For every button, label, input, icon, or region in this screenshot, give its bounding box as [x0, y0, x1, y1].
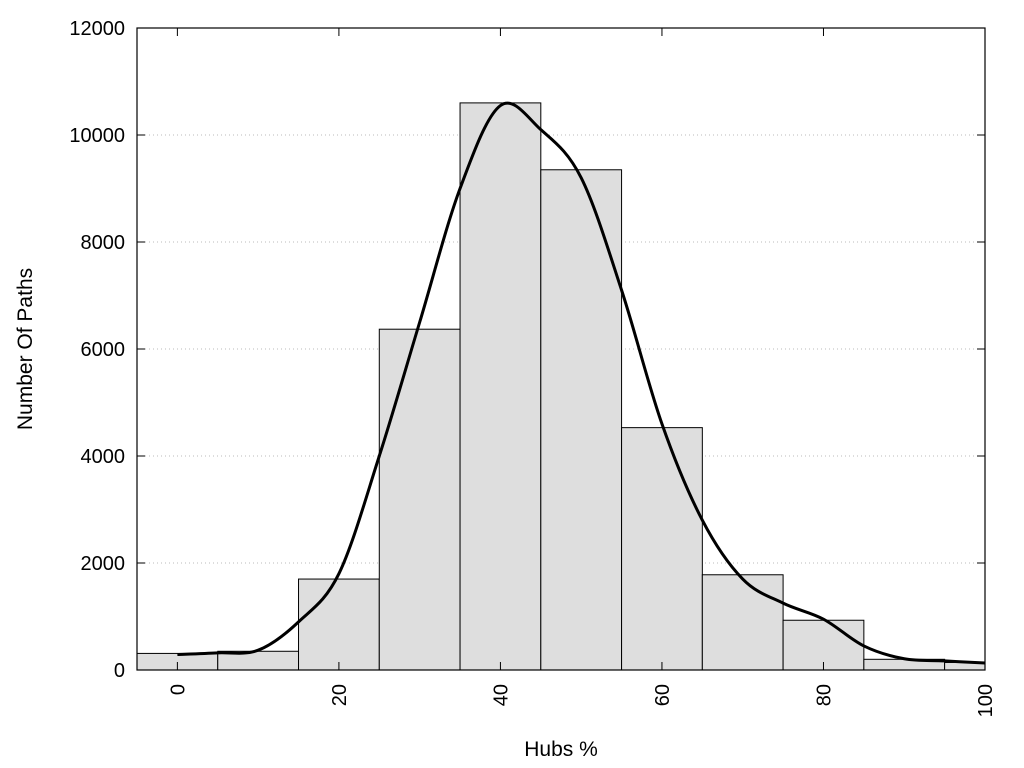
bar	[621, 427, 703, 671]
x-axis-label: Hubs %	[524, 738, 598, 761]
bar	[298, 578, 380, 671]
y-axis-ticks: 0 2000 4000 6000 8000 10000 12000	[69, 18, 985, 682]
bar	[459, 102, 542, 671]
x-tick-label: 100	[975, 684, 997, 717]
y-tick-label: 12000	[69, 18, 125, 40]
bar	[378, 328, 461, 671]
x-axis-ticks: 0 20 40 60 80 100	[167, 28, 997, 717]
y-tick-label: 10000	[69, 125, 125, 147]
y-tick-label: 0	[114, 660, 125, 682]
x-tick-label: 40	[490, 684, 512, 706]
y-axis-label: Number Of Paths	[14, 268, 37, 430]
bars	[136, 102, 986, 671]
x-tick-label: 80	[813, 684, 835, 706]
y-tick-label: 4000	[81, 446, 126, 468]
density-curve-layer	[177, 101, 986, 665]
y-tick-label: 6000	[81, 339, 126, 361]
x-tick-label: 60	[652, 684, 674, 706]
x-tick-label: 20	[329, 684, 351, 706]
bar	[540, 169, 623, 671]
y-tick-label: 2000	[81, 553, 126, 575]
x-tick-label: 0	[167, 684, 189, 695]
bar	[701, 574, 784, 671]
y-tick-label: 8000	[81, 232, 126, 254]
density-curve	[177, 101, 986, 665]
